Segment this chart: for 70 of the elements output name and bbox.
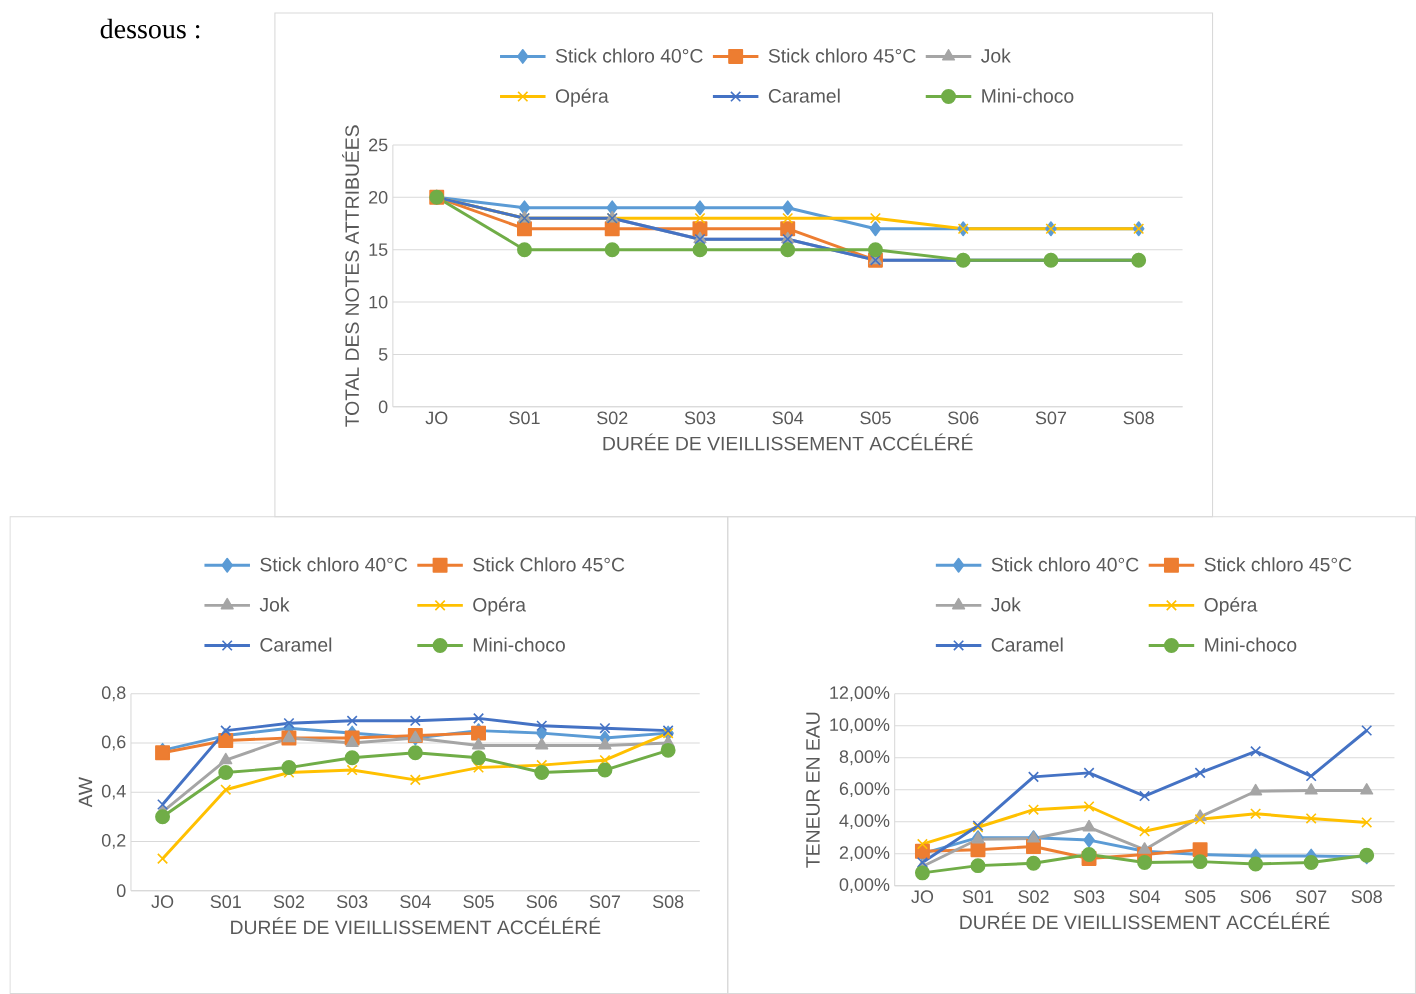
x-tick-label: S04 [1129, 890, 1161, 904]
x-tick-label: S02 [1018, 890, 1049, 904]
x-tick-label: S01 [210, 895, 241, 909]
x-tick-label: S03 [1073, 890, 1105, 904]
y-tick-label: 6,00% [839, 782, 890, 798]
x-axis-title: DURÉE DE VIEILLISSEMENT ACCÉLÉRÉ [603, 433, 973, 451]
legend-label: Stick Chloro 45°C [473, 557, 625, 572]
y-tick-label: 10,00% [830, 718, 890, 734]
x-tick-label: S04 [772, 411, 804, 425]
legend-label: Opéra [555, 88, 609, 107]
x-tick-label: S07 [1035, 411, 1067, 425]
x-tick-label: S03 [336, 895, 368, 909]
legend-label: Stick chloro 45°C [1204, 557, 1352, 572]
y-tick-label: 0,00% [839, 878, 890, 894]
legend-label: Caramel [768, 88, 840, 103]
x-tick-label: JO [911, 890, 934, 904]
x-tick-label: S07 [589, 895, 621, 909]
legend-label: Stick chloro 40°C [260, 557, 408, 572]
legend-label: Opéra [473, 597, 526, 616]
x-tick-label: JO [151, 895, 174, 909]
legend-label: Opéra [1204, 597, 1258, 616]
y-axis-title: AW [78, 776, 93, 808]
text: dessous : [100, 18, 200, 39]
y-tick-label: 0,2 [101, 833, 126, 849]
y-tick-label: 8,00% [839, 750, 890, 766]
legend-label: Caramel [260, 637, 332, 652]
y-tick-label: 0,6 [101, 735, 126, 751]
x-tick-label: S04 [400, 895, 431, 909]
y-tick-label: 0 [116, 884, 126, 897]
x-tick-label: JO [425, 411, 448, 425]
legend-label: Mini-choco [473, 637, 565, 652]
y-tick-label: 4,00% [839, 814, 890, 830]
y-tick-label: 0 [378, 400, 388, 414]
y-tick-label: 25 [369, 138, 388, 152]
legend-label: Mini-choco [982, 88, 1074, 103]
x-tick-label: S05 [1184, 890, 1216, 904]
x-tick-label: S06 [1240, 890, 1271, 904]
x-tick-label: S01 [509, 411, 540, 425]
y-tick-label: 0,8 [101, 686, 126, 702]
x-tick-label: S06 [526, 895, 557, 909]
y-tick-label: 2,00% [839, 846, 890, 862]
y-axis-title: TOTAL DES NOTES ATTRIBUÉES [342, 125, 359, 427]
y-tick-label: 10 [369, 295, 388, 309]
y-tick-label: 0,4 [101, 784, 126, 800]
x-tick-label: S08 [1351, 890, 1382, 904]
x-tick-label: S05 [860, 411, 891, 425]
x-tick-label: S08 [1123, 411, 1154, 425]
legend-label: Caramel [991, 637, 1063, 652]
legend-label: Jok [981, 48, 1011, 63]
legend-label: Stick chloro 45°C [768, 48, 916, 63]
x-tick-label: S02 [597, 411, 628, 425]
x-tick-label: S05 [463, 895, 494, 909]
x-tick-label: S07 [1295, 890, 1327, 904]
y-tick-label: 12,00% [830, 686, 890, 702]
y-tick-label: 5 [378, 348, 388, 361]
x-tick-label: S01 [962, 890, 994, 904]
legend-label: Stick chloro 40°C [555, 48, 703, 63]
x-tick-label: S06 [948, 411, 979, 425]
legend-label: Stick chloro 40°C [991, 557, 1139, 572]
x-axis-title: DURÉE DE VIEILLISSEMENT ACCÉLÉRÉ [231, 917, 601, 935]
x-tick-label: S08 [652, 895, 684, 909]
x-tick-label: S02 [273, 895, 305, 909]
legend-label: Jok [991, 597, 1021, 612]
legend-label: Jok [259, 597, 290, 612]
y-axis-title: TENEUR EN EAU [806, 712, 820, 868]
x-tick-label: S03 [684, 411, 716, 425]
y-tick-label: 20 [369, 190, 388, 204]
x-axis-title: DURÉE DE VIEILLISSEMENT ACCÉLÉRÉ [960, 912, 1330, 930]
legend-label: Mini-choco [1205, 637, 1297, 652]
y-tick-label: 15 [369, 243, 388, 256]
